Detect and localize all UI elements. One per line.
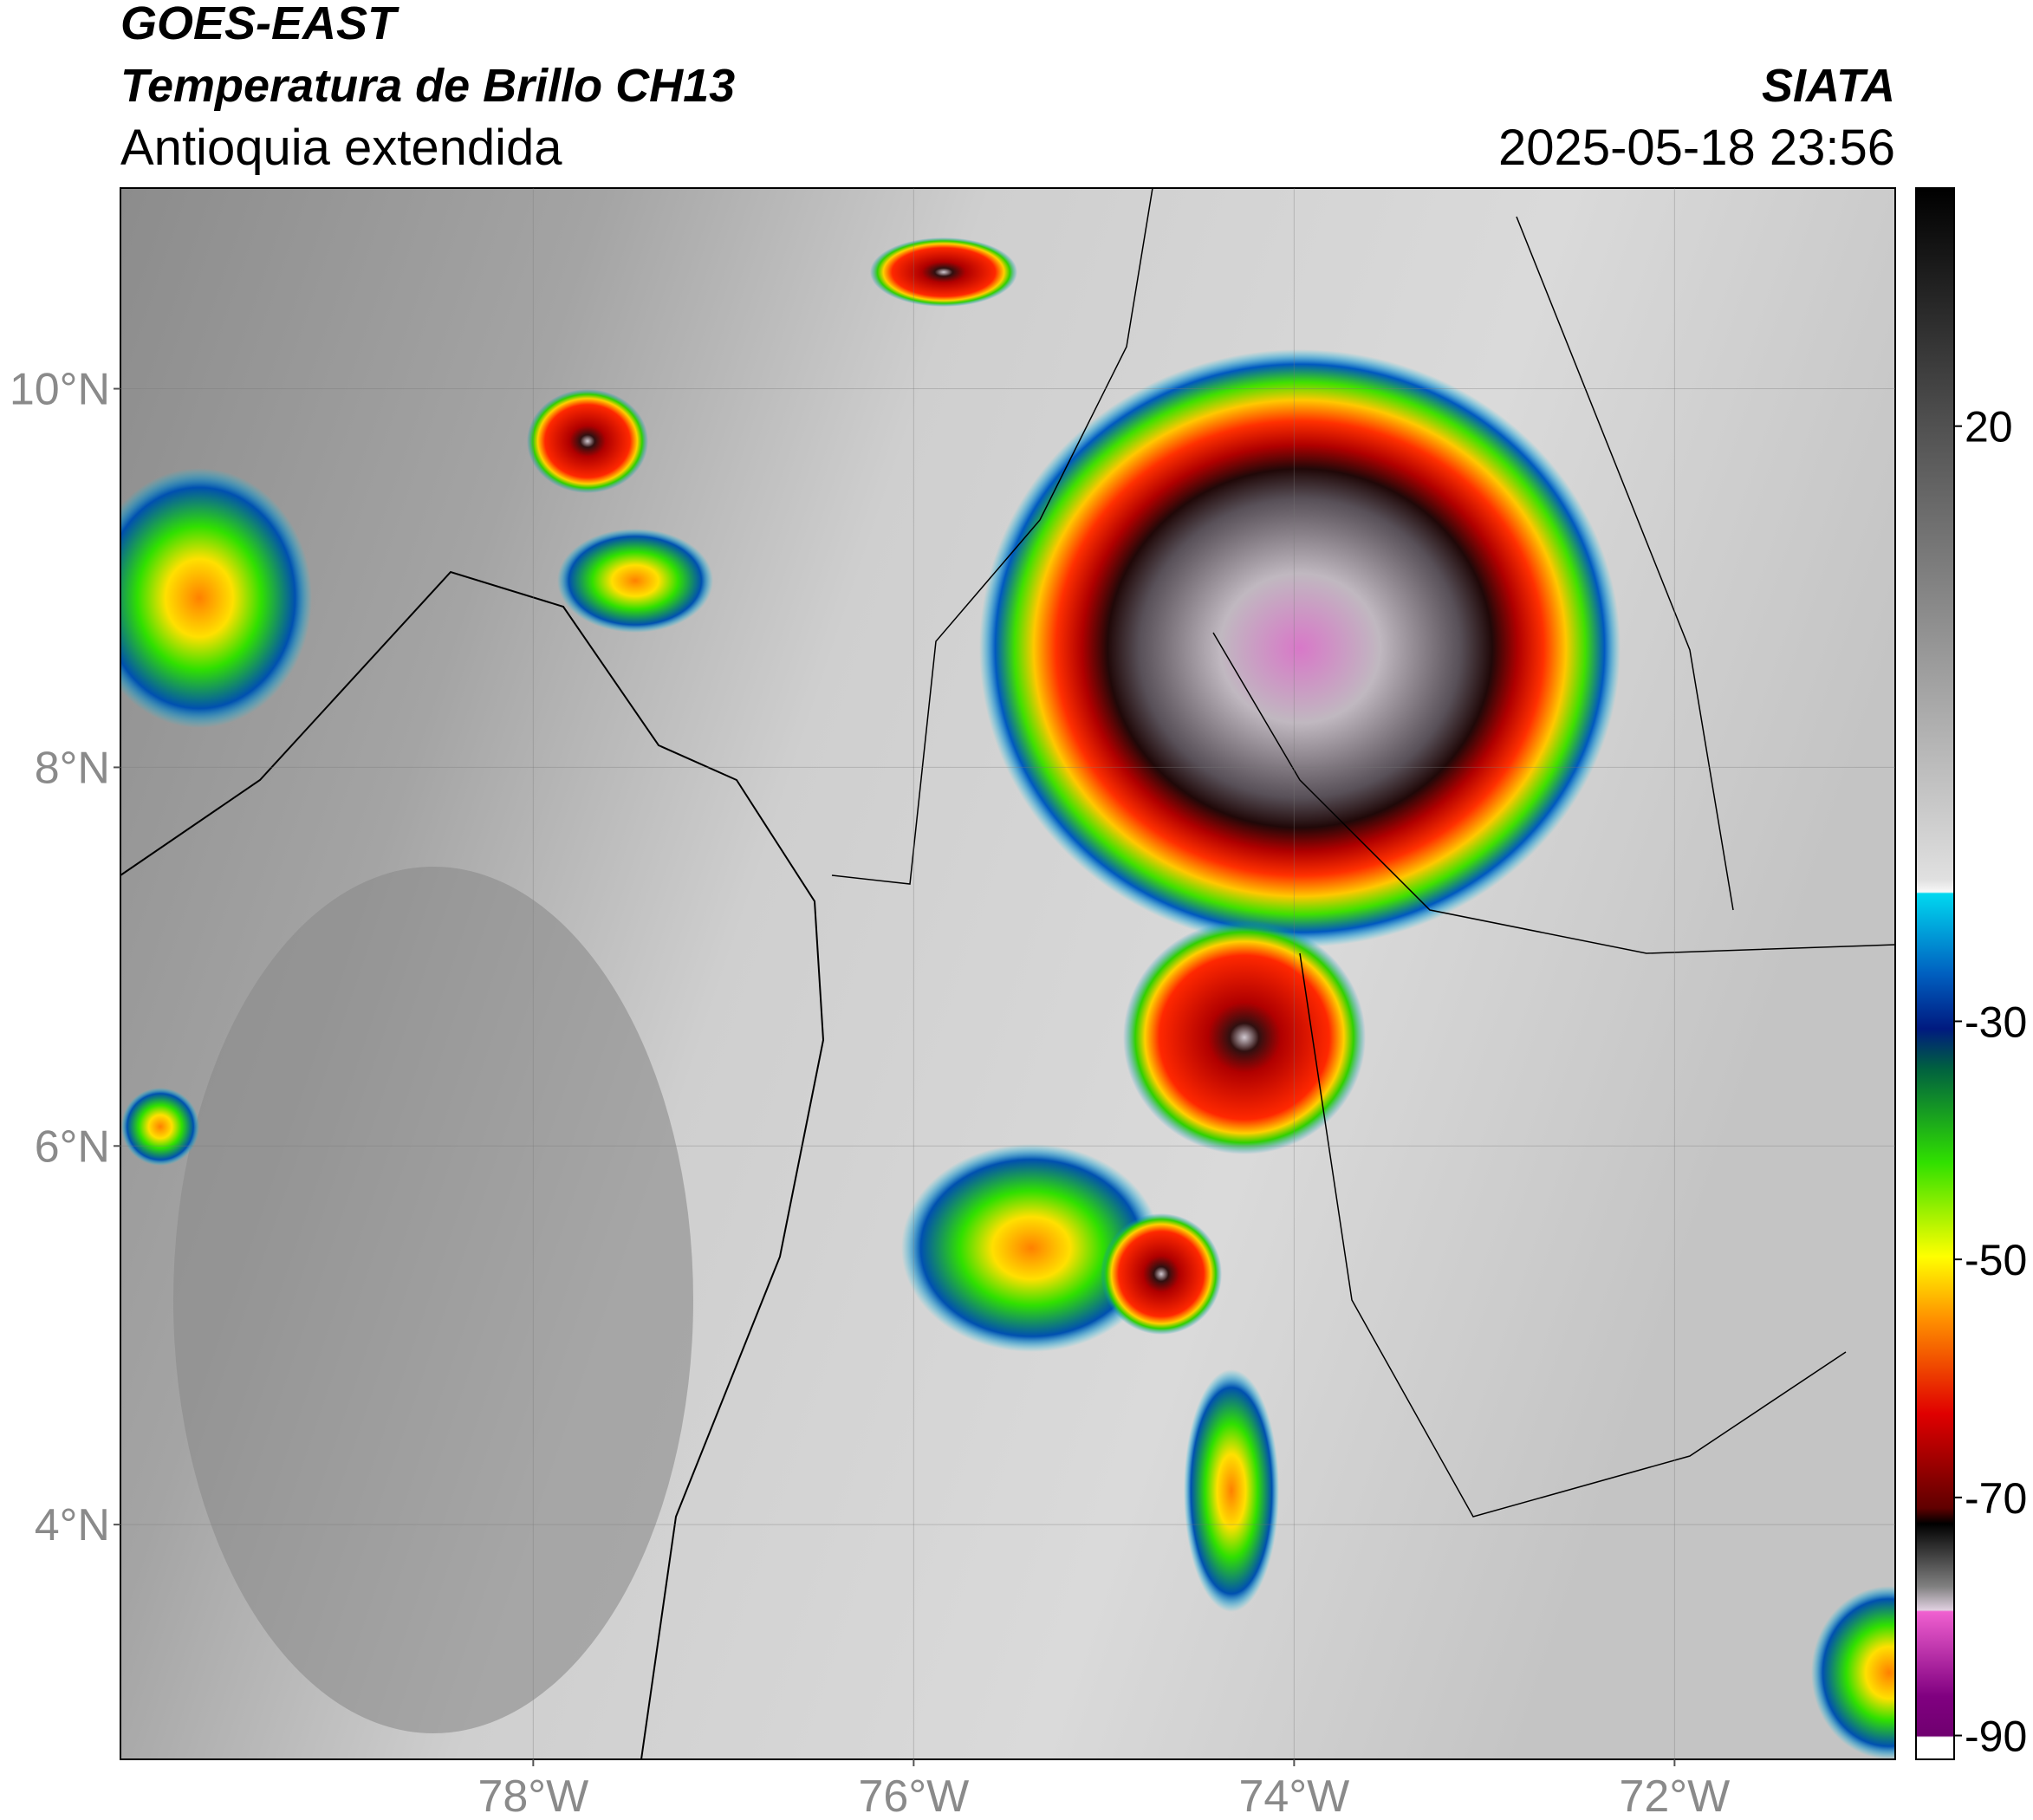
colorbar-label: 20	[1965, 403, 2013, 452]
datetime: 2025-05-18 23:56	[1498, 120, 1895, 176]
x-tick-label: 74°W	[1238, 1771, 1349, 1820]
y-tick-label: 10°N	[10, 365, 110, 415]
region: Antioquia extendida	[120, 120, 562, 176]
y-tick-label: 8°N	[35, 743, 110, 793]
cloud	[1123, 920, 1366, 1154]
cloud	[527, 389, 648, 493]
source: SIATA	[1762, 60, 1895, 112]
subtitle: Temperatura de Brillo CH13	[120, 60, 735, 112]
colorbar-label: -70	[1965, 1474, 2027, 1523]
colorbar	[1915, 187, 1955, 1760]
cloud	[870, 237, 1017, 307]
cloud	[1101, 1213, 1222, 1335]
colorbar-label: -30	[1965, 998, 2027, 1046]
cloud	[901, 1144, 1161, 1352]
cloud	[1184, 1369, 1279, 1612]
coastline	[120, 570, 825, 1759]
colorbar-label: -90	[1965, 1713, 2027, 1761]
y-tick-label: 4°N	[35, 1500, 110, 1550]
colorbar-label: -50	[1965, 1236, 2027, 1284]
x-tick-label: 78°W	[477, 1771, 588, 1820]
cloud	[557, 529, 713, 633]
x-tick-label: 76°W	[858, 1771, 969, 1820]
imagery	[120, 188, 1895, 1759]
x-tick-label: 72°W	[1620, 1771, 1731, 1820]
cloud	[173, 867, 693, 1733]
map-frame	[120, 187, 1896, 1760]
title: GOES-EAST	[120, 0, 399, 49]
border	[831, 188, 1895, 1518]
y-tick-label: 6°N	[35, 1121, 110, 1172]
cloud	[120, 468, 312, 728]
cloud	[1811, 1586, 1895, 1759]
cloud	[979, 349, 1621, 947]
cloud	[121, 1088, 199, 1166]
